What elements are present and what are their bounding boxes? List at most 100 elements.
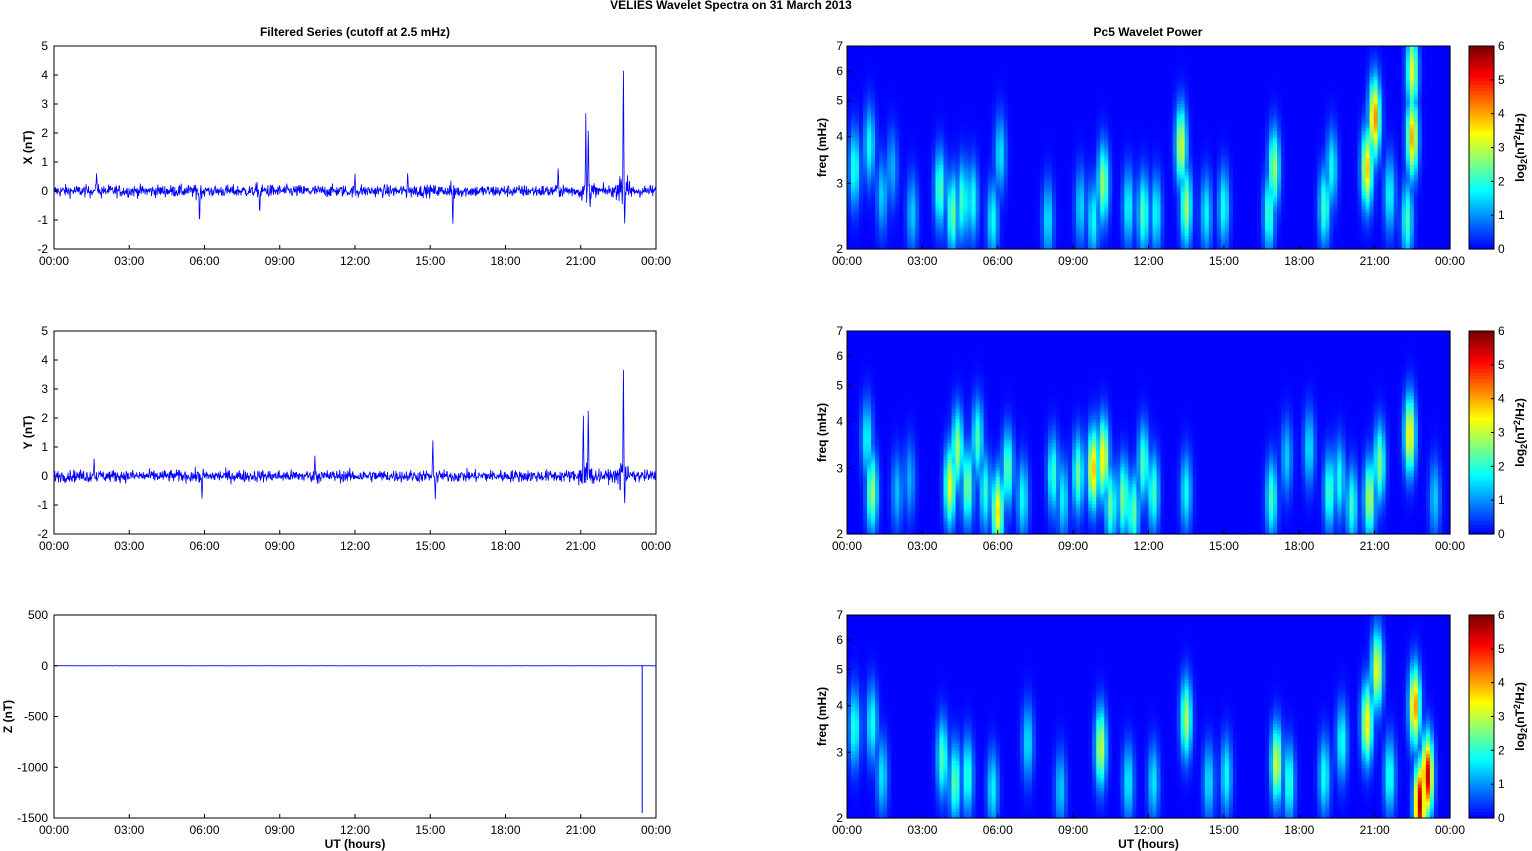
wp-x-ytick-label: 5 xyxy=(836,94,843,108)
wp-z-panel: 2 3 4 5 6 7 00:00 03:00 06:00 09:00 12:00 15:00 18:0… xyxy=(815,608,1529,851)
ts-y-xtick-label: 00:00 xyxy=(641,539,671,553)
ts-y-xtick-label: 12:00 xyxy=(340,539,370,553)
wp-x-colorbar-tick-label: 2 xyxy=(1498,174,1505,188)
wp-x-colorbar-label: log2(nT2/Hz) xyxy=(1512,113,1529,182)
wp-z-xtick-label: 00:00 xyxy=(1435,823,1465,837)
wp-x-xtick-label: 09:00 xyxy=(1058,254,1088,268)
wp-y-ytick-label: 3 xyxy=(836,461,843,475)
ts-z-xtick-label: 03:00 xyxy=(114,823,144,837)
wp-x-colorbar-tick-label: 6 xyxy=(1498,39,1505,53)
ts-z-panel: -1500 -1000 -500 0 500 00:00 03:00 06:00 09:00 12… xyxy=(1,608,671,851)
panels-layer: -2 -1 0 1 2 3 4 5 00:00 03:00 06:00 09:00 12:00 15:00… xyxy=(1,39,1529,851)
wp-z-heatmap-cells xyxy=(847,615,1451,819)
ts-x-series-line xyxy=(53,70,657,224)
left-column-title: Filtered Series (cutoff at 2.5 mHz) xyxy=(260,25,450,39)
wp-x-ytick-label: 4 xyxy=(836,130,843,144)
ts-z-plot-area xyxy=(53,614,657,819)
ts-y-panel: -2 -1 0 1 2 3 4 5 00:00 03:00 06:00 09:00 12:00 15:00… xyxy=(21,324,671,553)
wp-y-xtick-label: 09:00 xyxy=(1058,539,1088,553)
wp-y-xtick-label: 15:00 xyxy=(1209,539,1239,553)
ts-x-panel: -2 -1 0 1 2 3 4 5 00:00 03:00 06:00 09:00 12:00 15:00… xyxy=(21,39,671,268)
wp-x-colorbar-tick-label: 0 xyxy=(1498,242,1505,256)
ts-x-ytick-label: 1 xyxy=(41,155,48,169)
wp-z-xtick-label: 03:00 xyxy=(907,823,937,837)
ts-x-xtick-label: 21:00 xyxy=(566,254,596,268)
wp-z-ytick-label: 5 xyxy=(836,663,843,677)
wp-y-ytick-label: 7 xyxy=(836,324,843,338)
wp-y-xtick-label: 00:00 xyxy=(832,539,862,553)
wp-z-colorbar-tick-label: 1 xyxy=(1498,777,1505,791)
ts-z-xtick-label: 12:00 xyxy=(340,823,370,837)
ts-y-plot-area xyxy=(53,330,657,535)
wp-z-colorbar-tick-label: 6 xyxy=(1498,608,1505,622)
wp-y-ytick-label: 5 xyxy=(836,379,843,393)
ts-x-ytick-label: -2 xyxy=(37,242,48,256)
wp-x-ytick-label: 3 xyxy=(836,176,843,190)
wp-y-xtick-label: 00:00 xyxy=(1435,539,1465,553)
wp-z-colorbar: 0 1 2 3 4 5 6 log2(nT2/Hz) xyxy=(1468,608,1529,825)
ts-x-plot-area xyxy=(53,45,657,250)
wp-z-xlabel: UT (hours) xyxy=(1118,837,1179,851)
ts-x-xtick-label: 06:00 xyxy=(189,254,219,268)
wp-z-colorbar-label: log2(nT2/Hz) xyxy=(1512,682,1529,751)
wp-y-ytick-label: 4 xyxy=(836,415,843,429)
ts-y-xtick-label: 18:00 xyxy=(490,539,520,553)
wp-z-xtick-label: 09:00 xyxy=(1058,823,1088,837)
ts-x-xtick-label: 03:00 xyxy=(114,254,144,268)
wp-y-colorbar-tick-label: 3 xyxy=(1498,426,1505,440)
wp-x-xtick-label: 15:00 xyxy=(1209,254,1239,268)
wp-x-ytick-label: 7 xyxy=(836,39,843,53)
ts-x-xtick-label: 00:00 xyxy=(641,254,671,268)
ts-x-ytick-label: 3 xyxy=(41,97,48,111)
ts-x-xtick-label: 00:00 xyxy=(39,254,69,268)
wp-y-xtick-label: 03:00 xyxy=(907,539,937,553)
wp-y-colorbar-tick-label: 6 xyxy=(1498,324,1505,338)
ts-y-ytick-label: -2 xyxy=(37,527,48,541)
ts-y-ytick-label: 0 xyxy=(41,469,48,483)
wp-y-colorbar-tick-label: 4 xyxy=(1498,392,1505,406)
ts-z-ylabel: Z (nT) xyxy=(1,700,15,733)
ts-y-xtick-label: 21:00 xyxy=(566,539,596,553)
wp-x-colorbar-tick-label: 4 xyxy=(1498,107,1505,121)
ts-z-xtick-label: 18:00 xyxy=(490,823,520,837)
ts-y-ytick-label: 4 xyxy=(41,353,48,367)
wp-z-colorbar-tick-label: 0 xyxy=(1498,811,1505,825)
ts-z-ytick-label: 500 xyxy=(28,608,48,622)
ts-z-xtick-label: 00:00 xyxy=(641,823,671,837)
wp-z-xtick-label: 12:00 xyxy=(1133,823,1163,837)
wp-x-xtick-label: 03:00 xyxy=(907,254,937,268)
wp-x-colorbar-tick-label: 3 xyxy=(1498,141,1505,155)
ts-z-xtick-label: 06:00 xyxy=(189,823,219,837)
ts-x-ytick-label: 5 xyxy=(41,39,48,53)
right-column-title: Pc5 Wavelet Power xyxy=(1094,25,1203,39)
ts-z-xlabel: UT (hours) xyxy=(325,837,386,851)
ts-z-xtick-label: 09:00 xyxy=(265,823,295,837)
wp-y-ylabel: freq (mHz) xyxy=(815,403,829,462)
wp-y-xtick-label: 06:00 xyxy=(983,539,1013,553)
wp-z-xtick-label: 06:00 xyxy=(983,823,1013,837)
wp-z-ytick-label: 3 xyxy=(836,745,843,759)
wp-y-colorbar-tick-label: 1 xyxy=(1498,493,1505,507)
wp-x-xtick-label: 00:00 xyxy=(1435,254,1465,268)
wp-z-colorbar-tick-label: 3 xyxy=(1498,710,1505,724)
wp-y-colorbar-tick-label: 0 xyxy=(1498,527,1505,541)
wp-z-colorbar-tick-label: 4 xyxy=(1498,676,1505,690)
wp-x-xtick-label: 06:00 xyxy=(983,254,1013,268)
wp-z-ytick-label: 2 xyxy=(836,811,843,825)
ts-y-xtick-label: 15:00 xyxy=(415,539,445,553)
ts-y-xtick-label: 09:00 xyxy=(265,539,295,553)
wp-y-heatmap-cells xyxy=(847,331,1451,535)
wp-y-xtick-label: 21:00 xyxy=(1360,539,1390,553)
ts-z-ytick-label: 0 xyxy=(41,659,48,673)
ts-y-xtick-label: 00:00 xyxy=(39,539,69,553)
wp-y-ytick-label: 6 xyxy=(836,349,843,363)
wp-y-xtick-label: 18:00 xyxy=(1284,539,1314,553)
wp-z-xtick-label: 21:00 xyxy=(1360,823,1390,837)
wp-y-colorbar-tick-label: 5 xyxy=(1498,358,1505,372)
wp-x-colorbar-tick-label: 1 xyxy=(1498,208,1505,222)
ts-y-xtick-label: 03:00 xyxy=(114,539,144,553)
ts-x-xtick-label: 18:00 xyxy=(490,254,520,268)
wp-x-heatmap-cells xyxy=(847,46,1451,250)
wp-x-xtick-label: 00:00 xyxy=(832,254,862,268)
